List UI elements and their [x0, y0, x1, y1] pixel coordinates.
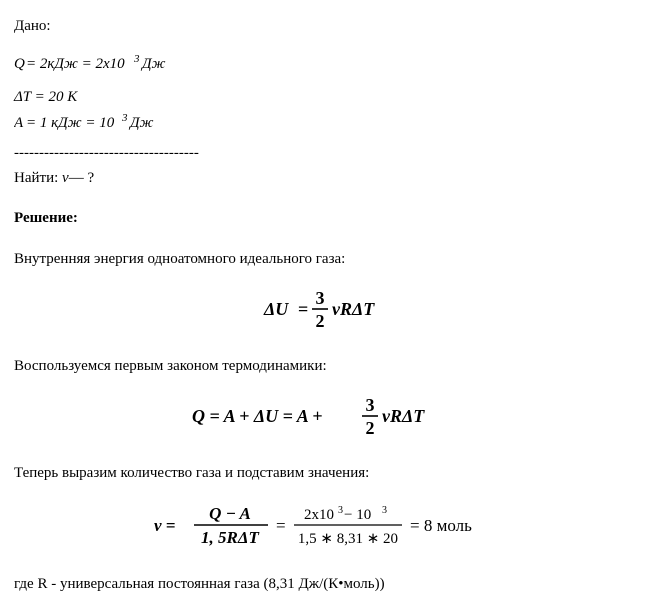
- a-tail: Дж: [128, 115, 154, 131]
- separator: -------------------------------------: [14, 145, 649, 162]
- equation-q: Q = A + ΔU = A + 3 2 νRΔT: [14, 394, 649, 445]
- eq3-f1num: Q − A: [209, 504, 251, 523]
- para1: Внутренняя энергия одноатомного идеально…: [14, 249, 649, 269]
- given-q: Q = 2кДж = 2x10 3 Дж: [14, 54, 649, 80]
- para3: Теперь выразим количество газа и подстав…: [14, 463, 649, 483]
- equation-nu: ν = Q − A 1, 5RΔT = 2x10 3 − 10 3 1,5 ∗ …: [14, 501, 649, 556]
- q-exp: 3: [133, 54, 140, 65]
- footer: где R - универсальная постоянная газа (8…: [14, 574, 649, 594]
- find-dash: — ?: [69, 170, 94, 186]
- eq3-lhs: ν =: [154, 516, 175, 535]
- a-var: A: [14, 115, 24, 131]
- find-line: Найти: ν— ?: [14, 168, 649, 188]
- eq3-f2den: 1,5 ∗ 8,31 ∗ 20: [297, 531, 397, 547]
- find-var: ν: [62, 170, 69, 186]
- eq2-lhs: Q = A + ΔU = A +: [192, 406, 323, 426]
- q-text: = 2кДж = 2x10: [26, 56, 125, 72]
- solution-label: Решение:: [14, 208, 649, 228]
- eq3-f2e1: 3: [338, 505, 343, 516]
- eq1-num: 3: [315, 288, 324, 308]
- eq3-f2m: − 10: [344, 507, 371, 523]
- eq3-rhs: = 8 моль: [410, 516, 472, 535]
- eq1-den: 2: [315, 311, 324, 331]
- a-text: = 1 кДж = 10: [26, 115, 115, 131]
- find-label: Найти:: [14, 170, 62, 186]
- para2: Воспользуемся первым законом термодинами…: [14, 356, 649, 376]
- eq3-f1den: 1, 5RΔT: [201, 528, 259, 547]
- q-tail: Дж: [140, 56, 166, 72]
- eq1-lhs: ΔU: [263, 299, 289, 319]
- equation-du: ΔU = 3 2 νRΔT: [14, 287, 649, 338]
- a-exp: 3: [121, 113, 128, 124]
- eq2-den: 2: [365, 418, 374, 438]
- eq3-f2a: 2x10: [304, 507, 334, 523]
- document-page: Дано: Q = 2кДж = 2x10 3 Дж ΔT = 20 K A =…: [0, 0, 663, 611]
- eq2-rhs: νRΔT: [382, 406, 425, 426]
- eq3-eq2: =: [276, 516, 286, 535]
- given-a: A = 1 кДж = 10 3 Дж: [14, 113, 649, 139]
- q-var: Q: [14, 56, 25, 72]
- eq1-eq: =: [298, 299, 308, 319]
- eq1-rhs: νRΔT: [332, 299, 375, 319]
- given-label: Дано:: [14, 16, 649, 36]
- eq3-f2e2: 3: [382, 505, 387, 516]
- given-dt: ΔT = 20 K: [14, 87, 649, 107]
- eq2-num: 3: [365, 395, 374, 415]
